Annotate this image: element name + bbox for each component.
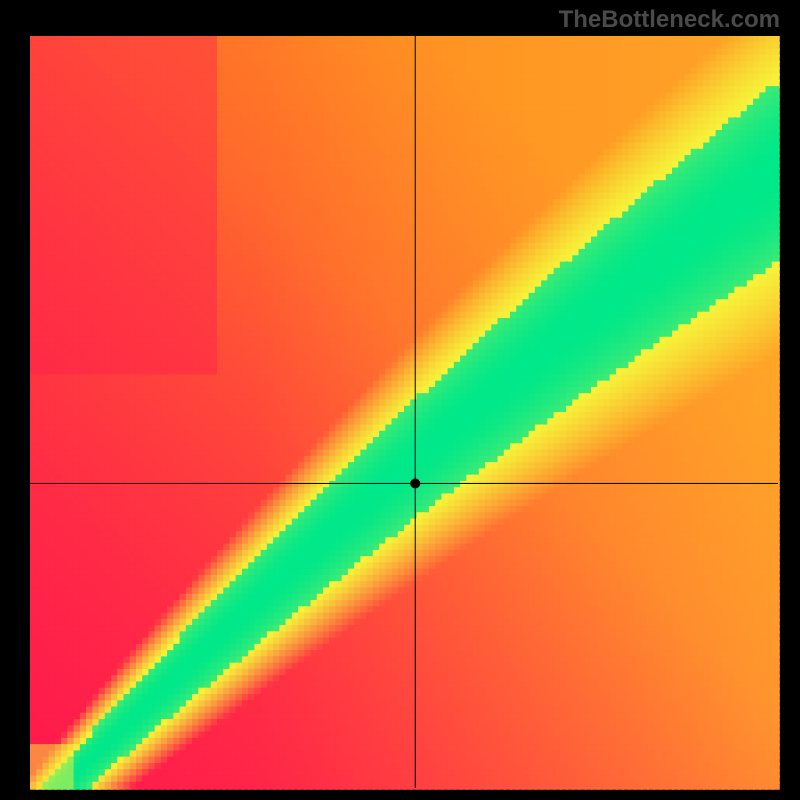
chart-container: TheBottleneck.com [0,0,800,800]
watermark-text: TheBottleneck.com [559,6,780,34]
bottleneck-heatmap [0,0,800,800]
